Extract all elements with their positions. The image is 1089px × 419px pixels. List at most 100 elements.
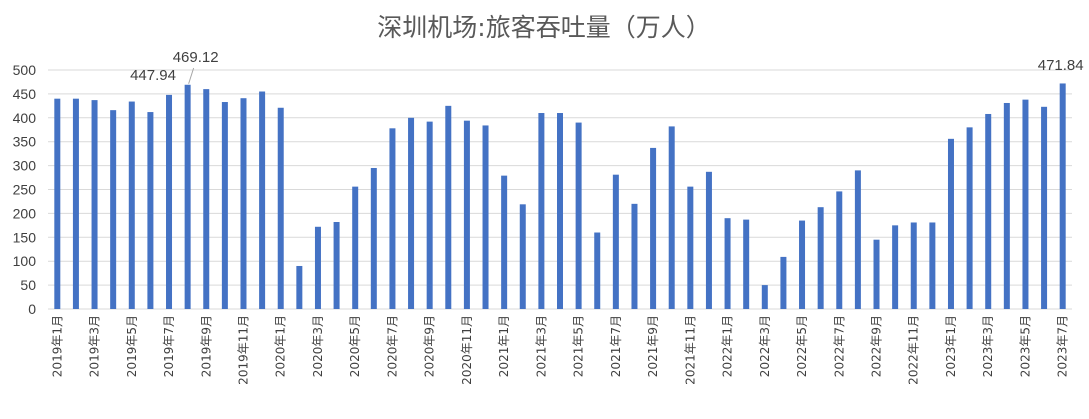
x-tick-label: 2022年7月 — [832, 315, 846, 377]
x-tick-label: 2019年5月 — [125, 315, 139, 377]
x-tick-label: 2020年1月 — [274, 315, 288, 377]
x-tick-label: 2021年1月 — [497, 315, 511, 377]
bar — [333, 222, 340, 309]
bar — [519, 204, 526, 309]
x-tick-label: 2022年11月 — [907, 315, 921, 385]
y-tick-label: 200 — [13, 205, 37, 221]
bar — [184, 84, 191, 309]
bar — [128, 101, 135, 309]
bar — [575, 122, 582, 309]
bar — [352, 186, 359, 309]
bar — [594, 232, 601, 309]
bar — [1003, 102, 1010, 310]
bar — [1022, 99, 1029, 309]
bar — [1041, 106, 1048, 309]
bar — [631, 203, 638, 309]
bar — [463, 120, 470, 309]
bar — [91, 100, 98, 309]
bar — [240, 98, 247, 310]
bar — [724, 218, 731, 309]
bar — [873, 239, 880, 309]
bar — [501, 175, 508, 309]
x-tick-label: 2022年3月 — [758, 315, 772, 377]
y-tick-label: 250 — [13, 182, 37, 198]
y-tick-label: 0 — [28, 301, 36, 317]
bar — [612, 174, 619, 309]
y-tick-label: 350 — [13, 134, 37, 150]
x-tick-label: 2021年5月 — [572, 315, 586, 377]
y-axis: 0 50 100 150 200 250 300 350 400 450 500 — [13, 62, 37, 317]
bars — [54, 83, 1066, 310]
bar — [668, 126, 675, 310]
bar — [892, 225, 899, 309]
x-tick-label: 2020年7月 — [385, 315, 399, 377]
bar — [259, 91, 266, 309]
x-tick-label: 2019年11月 — [236, 315, 250, 385]
bar — [166, 94, 173, 310]
x-tick-label: 2022年1月 — [721, 315, 735, 377]
bar — [482, 125, 489, 309]
bar — [650, 147, 657, 309]
y-tick-label: 100 — [13, 253, 37, 269]
bar — [966, 127, 973, 309]
x-tick-label: 2021年3月 — [534, 315, 548, 377]
bar — [54, 98, 61, 310]
bar — [985, 113, 992, 309]
bar — [408, 117, 415, 309]
leader-line — [188, 67, 195, 84]
x-tick-label: 2019年7月 — [162, 315, 176, 377]
y-tick-label: 300 — [13, 158, 37, 174]
bar — [147, 112, 154, 310]
bar — [203, 89, 210, 310]
bar — [854, 170, 861, 309]
y-tick-label: 500 — [13, 62, 37, 78]
x-tick-label: 2021年7月 — [609, 315, 623, 377]
bar — [705, 171, 712, 309]
bar — [538, 113, 545, 310]
bar — [929, 222, 936, 309]
bar — [1059, 83, 1066, 309]
y-tick-label: 50 — [20, 277, 36, 293]
bar — [110, 110, 117, 309]
bar — [910, 222, 917, 309]
x-tick-label: 2019年3月 — [88, 315, 102, 377]
y-tick-label: 400 — [13, 110, 37, 126]
x-tick-label: 2020年11月 — [460, 315, 474, 385]
x-tick-label: 2019年9月 — [199, 315, 213, 377]
bar — [370, 167, 377, 309]
x-tick-label: 2019年1月 — [50, 315, 64, 377]
bar — [687, 186, 694, 309]
bar — [761, 285, 768, 309]
x-tick-label: 2023年5月 — [1018, 315, 1032, 377]
bar — [557, 113, 563, 310]
x-tick-label: 2021年11月 — [683, 315, 697, 385]
bar — [445, 105, 452, 309]
bar — [817, 207, 824, 309]
bar — [389, 128, 396, 309]
x-tick-label: 2023年7月 — [1056, 315, 1070, 377]
bar — [72, 98, 79, 310]
bar — [314, 226, 321, 309]
x-tick-label: 2022年5月 — [795, 315, 809, 377]
x-tick-label: 2020年5月 — [348, 315, 362, 377]
bar — [277, 107, 284, 310]
data-label: 471.84 — [1038, 57, 1084, 74]
bar — [947, 138, 954, 309]
bar — [296, 265, 303, 309]
x-tick-label: 2021年9月 — [646, 315, 660, 377]
bar — [780, 256, 787, 309]
x-tick-label: 2023年3月 — [981, 315, 995, 377]
y-tick-label: 150 — [13, 229, 37, 245]
x-tick-label: 2023年1月 — [944, 315, 958, 377]
data-label: 469.12 — [173, 49, 219, 66]
bar — [426, 121, 433, 310]
y-tick-label: 450 — [13, 86, 37, 102]
bar — [743, 219, 750, 309]
bar — [221, 102, 228, 309]
x-tick-label: 2020年3月 — [311, 315, 325, 377]
x-axis: 2019年1月 2019年3月 2019年5月 2019年7月 2019年9月 2019年… — [50, 315, 1069, 385]
x-tick-label: 2020年9月 — [423, 315, 437, 377]
